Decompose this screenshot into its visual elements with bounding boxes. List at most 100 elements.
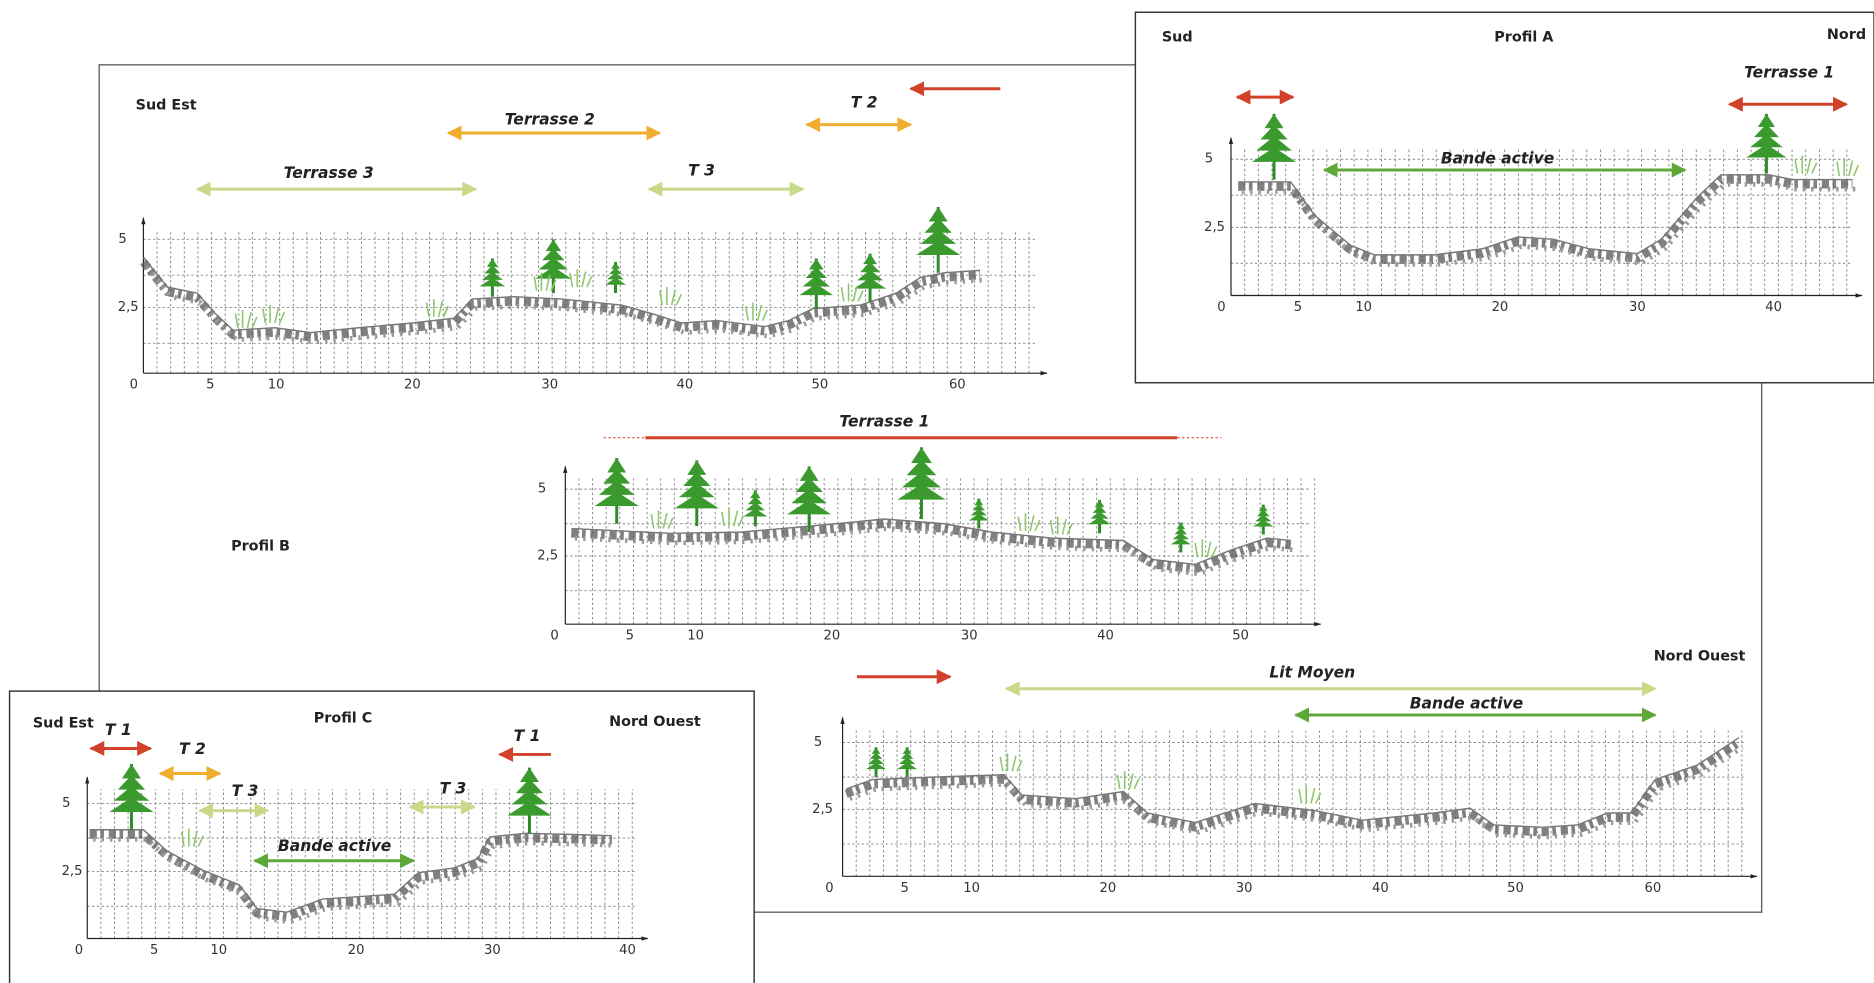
tree-foliage — [1256, 136, 1292, 151]
panel-a: Sud Profil A Nord 0 5 10 20 30 40 5 2,5 Terrasse 1 B… — [1162, 27, 1866, 315]
label: 10 — [963, 881, 980, 896]
label: 50 — [1232, 629, 1249, 644]
tree-foliage — [968, 513, 989, 521]
terrain-rocks — [89, 830, 613, 922]
tree-foliage — [1090, 511, 1109, 519]
label: 0 — [130, 378, 138, 393]
label: Terrasse 1 — [839, 413, 929, 431]
tree-foliage — [928, 207, 948, 222]
tree-foliage — [860, 261, 881, 273]
tree-foliage — [791, 488, 827, 504]
grass — [721, 508, 745, 527]
tree-foliage — [594, 491, 639, 507]
tree-foliage — [805, 266, 827, 279]
label: 20 — [348, 943, 365, 958]
label: 5 — [901, 881, 909, 896]
tree-foliage — [519, 767, 539, 783]
tree-foliage — [1172, 532, 1189, 540]
tree-foliage — [1757, 113, 1776, 127]
tree-foliage — [970, 508, 987, 516]
tree-foliage — [974, 498, 984, 506]
label: 5 — [1205, 152, 1213, 167]
label: 5 — [1294, 300, 1302, 315]
tree-foliage — [1251, 147, 1297, 162]
label: Nord — [1827, 27, 1866, 43]
label: 50 — [812, 378, 829, 393]
label: T 3 — [440, 780, 467, 798]
tree-foliage — [743, 508, 768, 517]
grass — [425, 299, 449, 318]
label: 5 — [206, 378, 214, 393]
tree-foliage — [603, 469, 631, 484]
tree-foliage — [1746, 144, 1787, 158]
grass — [1794, 155, 1818, 174]
tree-foliage — [1092, 505, 1107, 513]
tree-foliage — [609, 267, 622, 275]
label: 20 — [1492, 300, 1509, 315]
terrain-line — [571, 518, 1291, 566]
label: 0 — [825, 881, 833, 896]
tree-foliage — [507, 801, 552, 816]
tree-foliage — [1750, 134, 1783, 148]
tree-foliage — [1257, 509, 1270, 517]
tree-foliage — [906, 459, 937, 476]
tree-foliage — [857, 269, 884, 281]
grass — [840, 283, 864, 302]
label: 0 — [75, 943, 83, 958]
label: 40 — [1372, 881, 1389, 896]
terrain-line — [1238, 174, 1853, 256]
label: 30 — [1236, 881, 1253, 896]
tree-foliage — [545, 239, 562, 252]
tree-foliage — [802, 275, 830, 287]
tree-foliage — [1170, 537, 1191, 545]
tree-foliage — [897, 762, 918, 770]
label: Bande active — [278, 837, 391, 855]
grass — [262, 305, 286, 324]
label: 60 — [949, 378, 966, 393]
tree-foliage — [924, 218, 952, 233]
tree-foliage — [897, 483, 946, 500]
label: 10 — [268, 378, 285, 393]
tree-foliage — [750, 490, 761, 499]
tree-foliage — [479, 277, 506, 287]
tree-foliage — [511, 789, 548, 805]
grass — [1836, 158, 1860, 177]
label: 40 — [619, 943, 636, 958]
label: 5 — [626, 629, 634, 644]
tree-foliage — [1176, 522, 1186, 530]
label: 2,5 — [1204, 220, 1225, 235]
terrain-rocks — [571, 519, 1292, 574]
tree-foliage — [1253, 519, 1274, 527]
terrain-line — [142, 256, 981, 334]
label: T 1 — [514, 727, 541, 745]
label: 0 — [1217, 300, 1225, 315]
label: Nord Ouest — [1654, 648, 1746, 664]
terrain-rocks — [844, 738, 1742, 837]
tree-foliage — [113, 786, 150, 801]
tree-foliage — [900, 752, 914, 759]
label: 20 — [823, 629, 840, 644]
tree-foliage — [538, 257, 568, 270]
tree-foliage — [799, 284, 834, 296]
label: 40 — [1097, 629, 1114, 644]
label: 10 — [1355, 300, 1372, 315]
label: Lit Moyen — [1269, 664, 1355, 682]
tree-foliage — [787, 499, 832, 515]
tree-foliage — [916, 240, 961, 256]
tree-foliage — [1174, 527, 1188, 535]
label: Profil C — [314, 711, 372, 727]
label: Terrasse 2 — [505, 110, 595, 128]
label: 2,5 — [118, 300, 139, 315]
label: Profil B — [231, 538, 290, 554]
label: T 1 — [105, 721, 132, 739]
label: Sud Est — [33, 715, 94, 731]
label: Profil A — [1494, 29, 1554, 45]
tree-foliage — [515, 778, 544, 794]
tree-foliage — [605, 277, 626, 285]
label: 30 — [1629, 300, 1646, 315]
label: 30 — [484, 943, 501, 958]
terrain-rocks — [1238, 175, 1853, 264]
grass — [1298, 785, 1322, 804]
tree-foliage — [867, 757, 885, 764]
